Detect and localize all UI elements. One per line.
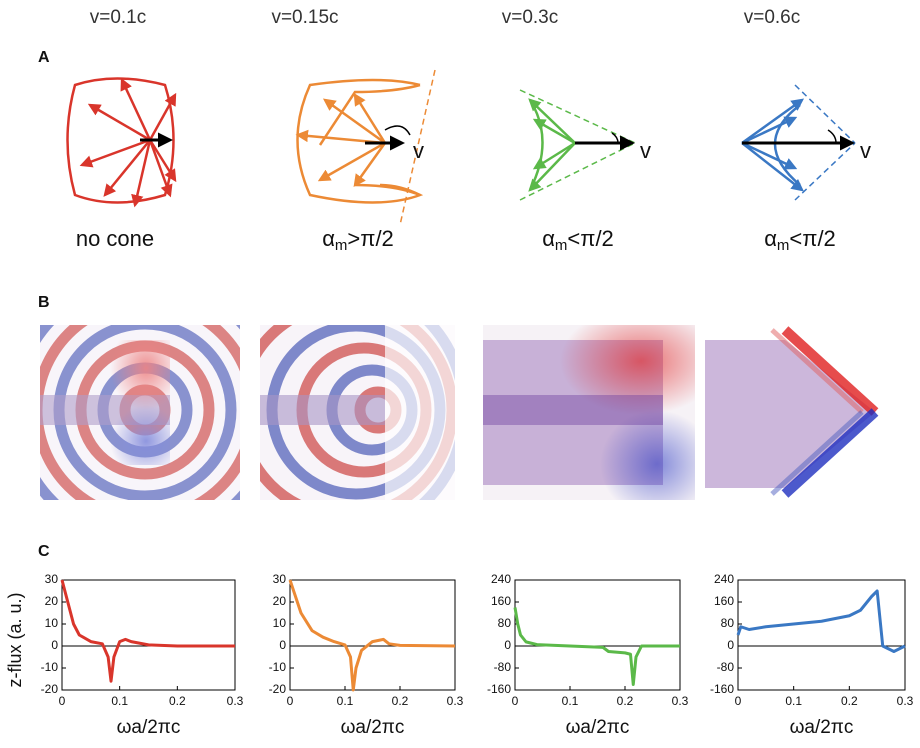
y-tick-label: 160 [714, 594, 734, 608]
cone-label: no cone [76, 226, 154, 251]
y-tick-label: -80 [717, 660, 735, 674]
velocity-symbol: v [640, 138, 651, 163]
x-tick-label: 0.2 [841, 694, 858, 708]
plot-frame [61, 579, 236, 691]
x-tick-label: 0.1 [562, 694, 579, 708]
velocity-label: v=0.6c [744, 7, 801, 28]
y-tick-label: -80 [494, 660, 512, 674]
x-tick-label: 0.2 [169, 694, 186, 708]
velocity-label: v=0.15c [271, 7, 338, 28]
y-tick-label: 10 [45, 616, 59, 630]
x-tick-label: 0.1 [337, 694, 354, 708]
x-tick-label: 0 [512, 694, 519, 708]
x-tick-label: 0.3 [447, 694, 464, 708]
cone-label: αm<π/2 [542, 226, 614, 254]
y-tick-label: 240 [491, 572, 511, 586]
field-map [483, 325, 695, 500]
x-axis-label: ωa/2πc [341, 717, 405, 738]
x-tick-label: 0.3 [897, 694, 914, 708]
velocity-symbol: v [413, 138, 424, 163]
x-tick-label: 0.2 [392, 694, 409, 708]
data-line [513, 607, 680, 686]
panel-label: A [38, 49, 50, 66]
x-tick-label: 0.3 [227, 694, 244, 708]
y-tick-label: 0 [504, 638, 511, 652]
y-tick-label: -20 [41, 682, 59, 696]
x-tick-label: 0 [59, 694, 66, 708]
x-tick-label: 0.2 [617, 694, 634, 708]
x-axis-label: ωa/2πc [117, 717, 181, 738]
y-tick-label: -160 [710, 682, 734, 696]
plot-frame [514, 579, 681, 691]
diagram-narrow-cone [519, 89, 636, 201]
field-map [705, 325, 880, 500]
data-line [60, 579, 235, 683]
diagram-narrow-cone [741, 84, 856, 201]
y-tick-label: 80 [498, 616, 512, 630]
x-axis-label: ωa/2πc [790, 717, 854, 738]
y-tick-label: 160 [491, 594, 511, 608]
x-tick-label: 0.3 [672, 694, 689, 708]
diagram-wide-cone [295, 69, 436, 226]
y-tick-label: 0 [727, 638, 734, 652]
y-tick-label: 0 [279, 638, 286, 652]
y-tick-label: -10 [41, 660, 59, 674]
velocity-label: v=0.3c [502, 7, 559, 28]
y-tick-label: 30 [273, 572, 287, 586]
x-tick-label: 0.1 [111, 694, 128, 708]
x-tick-label: 0.1 [785, 694, 802, 708]
x-tick-label: 0 [287, 694, 294, 708]
y-tick-label: 20 [45, 594, 59, 608]
field-map [260, 325, 455, 500]
plot-frame [737, 579, 906, 691]
x-axis-label: ωa/2πc [566, 717, 630, 738]
y-tick-label: -10 [269, 660, 287, 674]
velocity-symbol: v [860, 138, 871, 163]
x-tick-label: 0 [735, 694, 742, 708]
diagram-no-cone [66, 77, 177, 208]
plot-frame [289, 579, 456, 691]
y-axis-label: z-flux (a. u.) [5, 592, 25, 687]
y-tick-label: 240 [714, 572, 734, 586]
y-tick-label: -160 [487, 682, 511, 696]
cone-label: αm<π/2 [764, 226, 836, 254]
y-tick-label: 80 [721, 616, 735, 630]
panel-label: B [38, 294, 50, 311]
y-tick-label: 10 [273, 616, 287, 630]
data-line [288, 579, 456, 692]
cone-label: αm>π/2 [322, 226, 394, 254]
field-map [40, 325, 240, 500]
data-line [736, 589, 906, 653]
y-tick-label: 0 [51, 638, 58, 652]
y-tick-label: 30 [45, 572, 59, 586]
y-tick-label: -20 [269, 682, 287, 696]
velocity-label: v=0.1c [90, 7, 147, 28]
y-tick-label: 20 [273, 594, 287, 608]
charts: -20 -10 0 10 20 30 0 0.1 0.2 0.3 ωa/2πc -20 -10 0 10 20… [41, 572, 914, 738]
panel-label: C [38, 543, 50, 560]
